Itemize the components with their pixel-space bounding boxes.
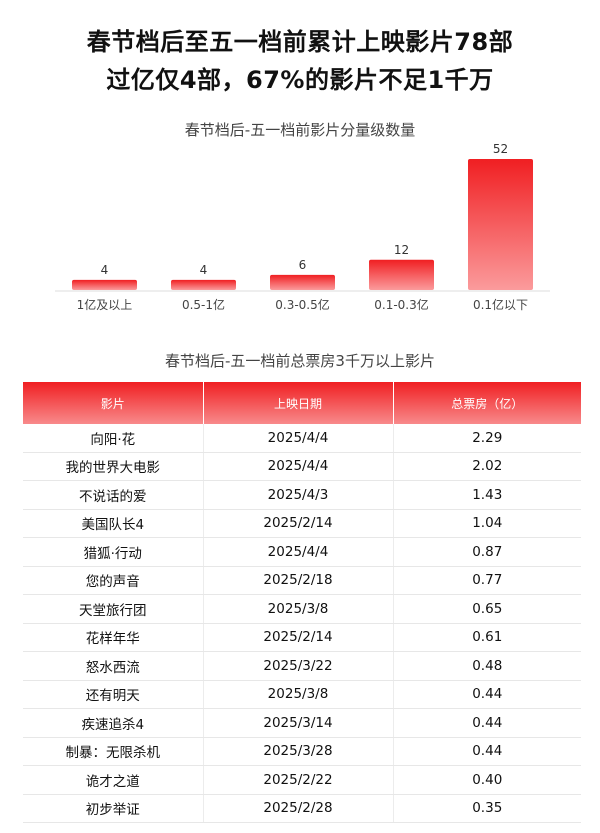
table-row: 不说话的爱 2025/4/3 1.43 bbox=[23, 480, 581, 510]
box-office-cell: 0.35 bbox=[393, 794, 581, 823]
release-date-cell: 2025/3/8 bbox=[203, 594, 394, 624]
box-office-cell: 0.40 bbox=[393, 765, 581, 795]
category-tick-label: 0.1-0.3亿 bbox=[374, 297, 429, 312]
box-office-cell: 2.29 bbox=[393, 424, 581, 453]
table-row: 猎狐·行动 2025/4/4 0.87 bbox=[23, 537, 581, 567]
table-row: 花样年华 2025/2/14 0.61 bbox=[23, 623, 581, 652]
box-office-cell: 1.43 bbox=[393, 480, 581, 510]
box-office-table: 影片 上映日期 总票房（亿） 向阳·花 2025/4/4 2.29 我的世界大电影 20… bbox=[23, 382, 581, 823]
bar-value-label: 52 bbox=[493, 142, 508, 156]
table-row: 您的声音 2025/2/18 0.77 bbox=[23, 566, 581, 595]
chart-title: 春节档后-五一档前影片分量级数量 bbox=[184, 121, 416, 139]
table-row: 疾速追杀4 2025/3/14 0.44 bbox=[23, 708, 581, 738]
release-date-cell: 2025/3/28 bbox=[203, 737, 394, 766]
table-row: 天堂旅行团 2025/3/8 0.65 bbox=[23, 594, 581, 624]
release-date-cell: 2025/2/22 bbox=[203, 765, 394, 795]
film-title-cell: 不说话的爱 bbox=[23, 480, 204, 510]
film-title-cell: 我的世界大电影 bbox=[23, 452, 204, 481]
release-date-cell: 2025/3/22 bbox=[203, 651, 394, 681]
film-title-cell: 天堂旅行团 bbox=[23, 594, 204, 624]
film-title-cell: 您的声音 bbox=[23, 566, 204, 595]
box-office-cell: 0.44 bbox=[393, 680, 581, 709]
film-title-cell: 猎狐·行动 bbox=[23, 537, 204, 567]
table-row: 美国队长4 2025/2/14 1.04 bbox=[23, 509, 581, 538]
release-date-cell: 2025/4/4 bbox=[203, 537, 394, 567]
film-title-cell: 初步举证 bbox=[23, 794, 204, 823]
table-row: 还有明天 2025/3/8 0.44 bbox=[23, 680, 581, 709]
bar-value-label: 6 bbox=[299, 258, 307, 272]
bar bbox=[171, 279, 236, 290]
table-row: 我的世界大电影 2025/4/4 2.02 bbox=[23, 452, 581, 481]
bar bbox=[369, 259, 434, 290]
category-tick-label: 1亿及以上 bbox=[77, 297, 133, 312]
release-date-cell: 2025/4/4 bbox=[203, 452, 394, 481]
release-date-cell: 2025/4/4 bbox=[203, 424, 394, 453]
bar-value-label: 4 bbox=[101, 263, 109, 277]
film-title-cell: 美国队长4 bbox=[23, 509, 204, 538]
bar-value-label: 12 bbox=[394, 243, 409, 257]
film-title-cell: 还有明天 bbox=[23, 680, 204, 709]
table-row: 制暴：无限杀机 2025/3/28 0.44 bbox=[23, 737, 581, 766]
bar-value-label: 4 bbox=[200, 263, 208, 277]
table-header-row: 影片 上映日期 总票房（亿） bbox=[23, 382, 581, 424]
box-office-cell: 0.77 bbox=[393, 566, 581, 595]
headline-line-1: 春节档后至五一档前累计上映影片78部 bbox=[86, 28, 514, 56]
category-tick-label: 0.1亿以下 bbox=[473, 297, 528, 312]
box-office-cell: 0.65 bbox=[393, 594, 581, 624]
release-date-cell: 2025/2/28 bbox=[203, 794, 394, 823]
table-title: 春节档后-五一档前总票房3千万以上影片 bbox=[165, 352, 435, 370]
box-office-cell: 0.48 bbox=[393, 651, 581, 681]
film-title-cell: 诡才之道 bbox=[23, 765, 204, 795]
release-date-cell: 2025/3/14 bbox=[203, 708, 394, 738]
box-office-cell: 1.04 bbox=[393, 509, 581, 538]
header-box-office: 总票房（亿） bbox=[393, 382, 581, 424]
box-office-cell: 2.02 bbox=[393, 452, 581, 481]
table-row: 初步举证 2025/2/28 0.35 bbox=[23, 794, 581, 823]
release-date-cell: 2025/2/18 bbox=[203, 566, 394, 595]
film-title-cell: 制暴：无限杀机 bbox=[23, 737, 204, 766]
box-office-cell: 0.44 bbox=[393, 708, 581, 738]
table-row: 向阳·花 2025/4/4 2.29 bbox=[23, 424, 581, 453]
film-title-cell: 怒水西流 bbox=[23, 651, 204, 681]
category-tick-label: 0.3-0.5亿 bbox=[275, 297, 330, 312]
box-office-cell: 0.87 bbox=[393, 537, 581, 567]
release-date-cell: 2025/3/8 bbox=[203, 680, 394, 709]
bar-chart: 4 1亿及以上 4 0.5-1亿 6 0.3-0.5亿 12 0.1-0.3亿 52 0.1亿以下 bbox=[55, 142, 550, 312]
header-release-date: 上映日期 bbox=[203, 382, 394, 424]
release-date-cell: 2025/2/14 bbox=[203, 509, 394, 538]
film-title-cell: 花样年华 bbox=[23, 623, 204, 652]
bar bbox=[270, 274, 335, 290]
category-tick-label: 0.5-1亿 bbox=[182, 297, 225, 312]
bar bbox=[72, 279, 137, 290]
table-row: 怒水西流 2025/3/22 0.48 bbox=[23, 651, 581, 681]
box-office-cell: 0.61 bbox=[393, 623, 581, 652]
release-date-cell: 2025/4/3 bbox=[203, 480, 394, 510]
film-title-cell: 疾速追杀4 bbox=[23, 708, 204, 738]
box-office-cell: 0.44 bbox=[393, 737, 581, 766]
header-film: 影片 bbox=[23, 382, 204, 424]
table-row: 诡才之道 2025/2/22 0.40 bbox=[23, 765, 581, 795]
release-date-cell: 2025/2/14 bbox=[203, 623, 394, 652]
bar bbox=[468, 159, 533, 290]
film-title-cell: 向阳·花 bbox=[23, 424, 204, 453]
headline-line-2: 过亿仅4部，67%的影片不足1千万 bbox=[106, 66, 494, 94]
